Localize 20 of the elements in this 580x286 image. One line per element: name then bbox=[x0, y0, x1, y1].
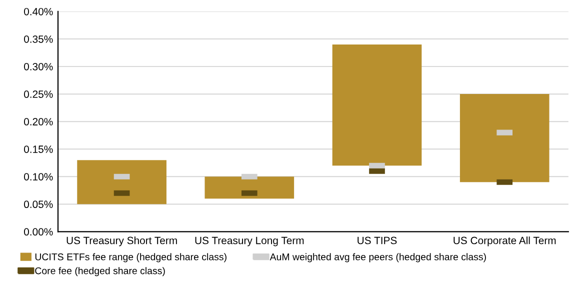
legend-label: Core fee (hedged share class) bbox=[35, 267, 165, 276]
bar bbox=[460, 94, 550, 182]
x-tick-label: US Treasury Short Term bbox=[66, 236, 177, 246]
x-tick-label: US Corporate All Term bbox=[454, 236, 556, 246]
x-tick-label: US Treasury Long Term bbox=[195, 236, 304, 246]
y-tick-label: 0.15% bbox=[24, 146, 53, 153]
bar bbox=[77, 160, 166, 204]
y-tick-label: 0.20% bbox=[24, 118, 53, 126]
legend-label: AuM weighted avg fee peers (hedged share class) bbox=[270, 253, 486, 262]
x-tick-label: US TIPS bbox=[358, 236, 397, 244]
bar bbox=[204, 176, 294, 199]
y-tick-label: 0.35% bbox=[24, 35, 53, 43]
y-tick-label: 0.00% bbox=[24, 228, 53, 236]
legend-label: UCITS ETFs fee range (hedged share class) bbox=[35, 253, 226, 262]
y-tick-label: 0.30% bbox=[24, 62, 53, 70]
y-tick-label: 0.05% bbox=[24, 200, 53, 208]
y-tick-label: 0.10% bbox=[24, 173, 53, 180]
y-tick-label: 0.25% bbox=[24, 90, 53, 98]
y-tick-label: 0.40% bbox=[24, 8, 53, 16]
bar bbox=[332, 44, 422, 166]
